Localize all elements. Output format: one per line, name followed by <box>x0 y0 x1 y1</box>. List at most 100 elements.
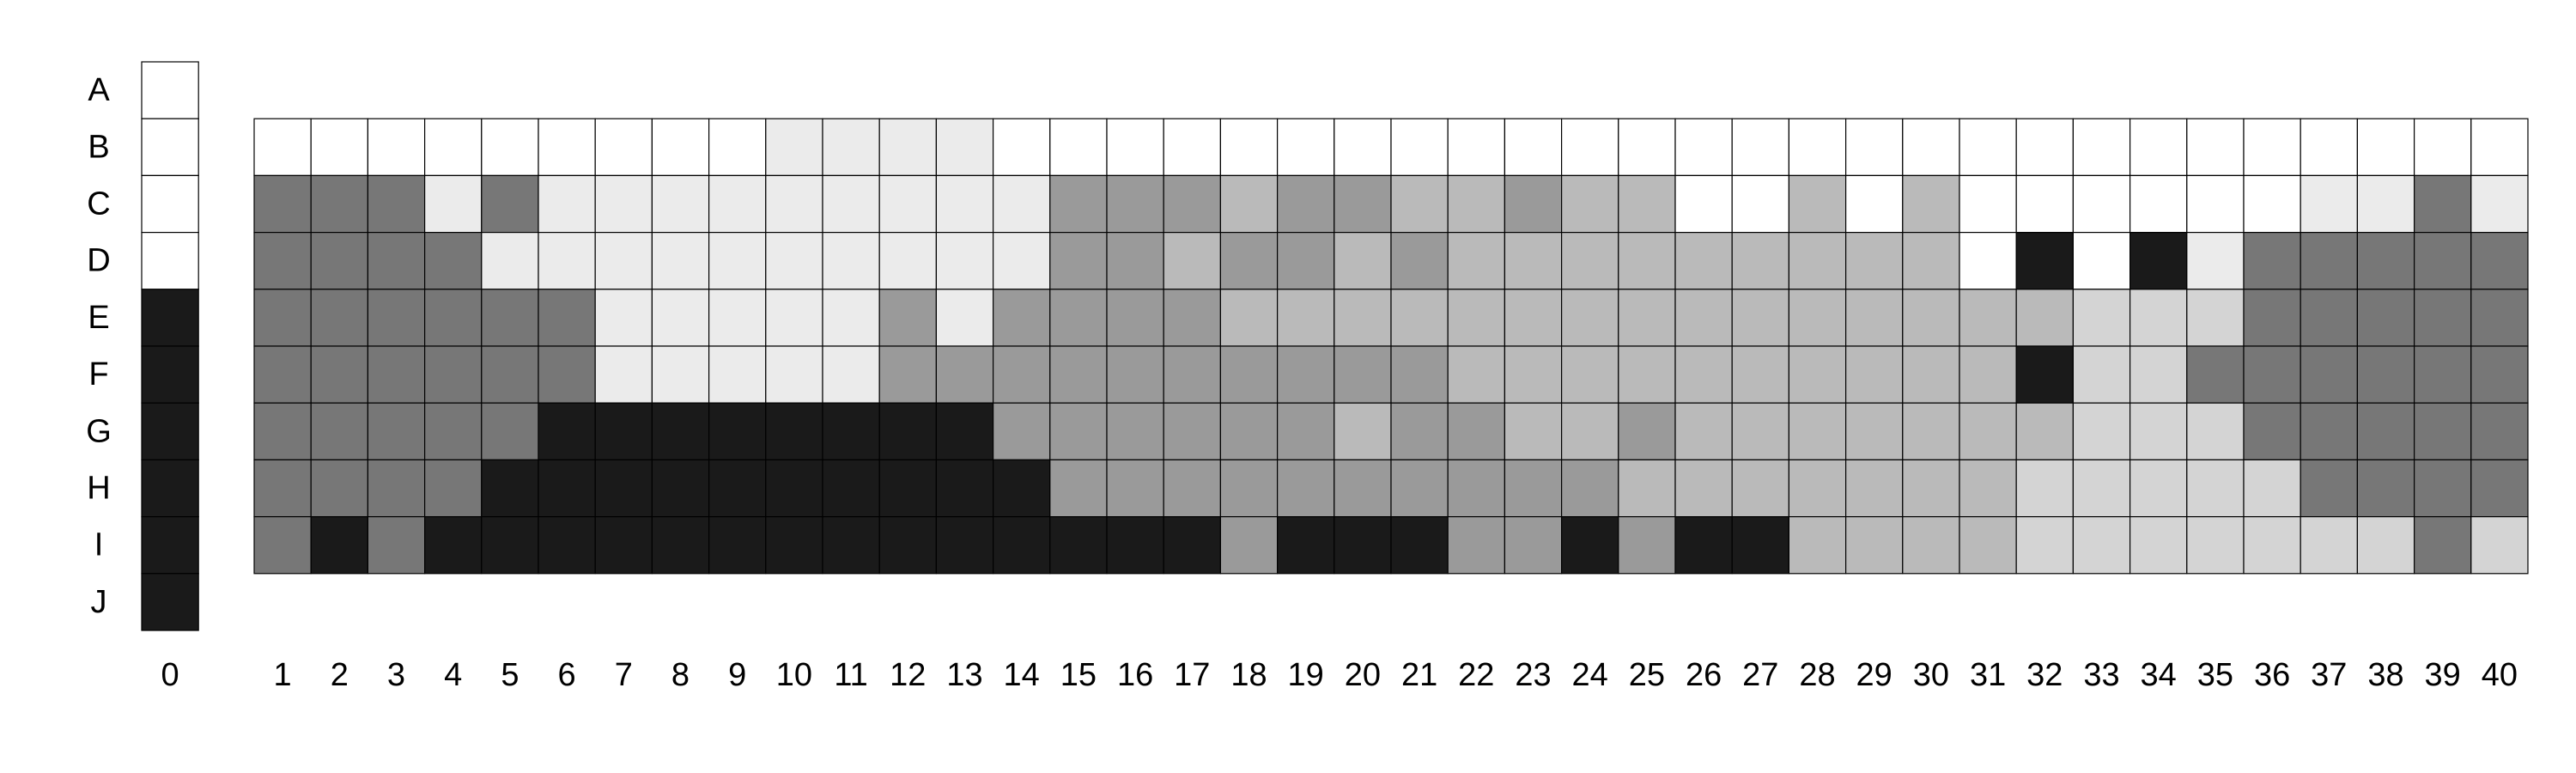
cell-i-18 <box>1219 515 1279 575</box>
cell-c-0 <box>141 174 199 234</box>
row-label-g: G <box>86 413 112 449</box>
cell-b-4 <box>424 118 483 176</box>
cell-h-28 <box>1788 459 1847 518</box>
cell-b-22 <box>1447 118 1505 176</box>
cell-f-0 <box>141 345 199 404</box>
cell-g-27 <box>1731 402 1789 461</box>
cell-g-28 <box>1788 402 1847 461</box>
cell-h-16 <box>1106 459 1164 518</box>
cell-h-34 <box>2129 459 2188 518</box>
cell-d-2 <box>310 232 369 290</box>
cell-j-0 <box>141 573 199 631</box>
col-label-33: 33 <box>2083 657 2119 693</box>
cell-g-10 <box>765 402 823 461</box>
cell-c-28 <box>1788 174 1847 234</box>
cell-i-16 <box>1106 515 1164 575</box>
col-label-12: 12 <box>890 657 926 693</box>
cell-i-31 <box>1959 515 2017 575</box>
cell-g-40 <box>2470 402 2529 461</box>
cell-h-15 <box>1049 459 1108 518</box>
cell-f-31 <box>1959 345 2017 404</box>
cell-c-15 <box>1049 174 1108 234</box>
cell-d-31 <box>1959 232 2017 290</box>
col-label-38: 38 <box>2367 657 2403 693</box>
cell-e-11 <box>822 289 880 347</box>
cell-b-12 <box>878 118 937 176</box>
cell-h-29 <box>1845 459 1904 518</box>
cell-f-8 <box>651 345 710 404</box>
cell-b-34 <box>2129 118 2188 176</box>
cell-d-5 <box>481 232 539 290</box>
cell-c-13 <box>935 174 994 234</box>
cell-g-26 <box>1674 402 1733 461</box>
cell-f-26 <box>1674 345 1733 404</box>
cell-c-26 <box>1674 174 1733 234</box>
cell-e-36 <box>2243 289 2301 347</box>
cell-f-25 <box>1618 345 1676 404</box>
cell-e-34 <box>2129 289 2188 347</box>
cell-i-25 <box>1618 515 1676 575</box>
cell-e-23 <box>1504 289 1563 347</box>
col-label-28: 28 <box>1799 657 1835 693</box>
cell-f-15 <box>1049 345 1108 404</box>
cell-g-31 <box>1959 402 2017 461</box>
cell-g-33 <box>2072 402 2131 461</box>
cell-e-14 <box>992 289 1051 347</box>
cell-d-26 <box>1674 232 1733 290</box>
cell-i-15 <box>1049 515 1108 575</box>
cell-e-35 <box>2186 289 2245 347</box>
cell-h-2 <box>310 459 369 518</box>
cell-i-2 <box>310 515 369 575</box>
cell-d-10 <box>765 232 823 290</box>
col-label-39: 39 <box>2425 657 2461 693</box>
cell-b-5 <box>481 118 539 176</box>
cell-i-22 <box>1447 515 1505 575</box>
cell-g-5 <box>481 402 539 461</box>
cell-g-36 <box>2243 402 2301 461</box>
cell-h-6 <box>538 459 596 518</box>
cell-g-39 <box>2414 402 2472 461</box>
col-label-30: 30 <box>1913 657 1949 693</box>
cell-e-15 <box>1049 289 1108 347</box>
cell-i-8 <box>651 515 710 575</box>
cell-i-26 <box>1674 515 1733 575</box>
cell-h-30 <box>1902 459 1960 518</box>
cell-b-13 <box>935 118 994 176</box>
cell-d-27 <box>1731 232 1789 290</box>
cell-i-37 <box>2300 515 2358 575</box>
cell-d-7 <box>594 232 653 290</box>
cell-c-17 <box>1163 174 1221 234</box>
col-label-31: 31 <box>1970 657 2006 693</box>
cell-b-32 <box>2015 118 2074 176</box>
cell-b-23 <box>1504 118 1563 176</box>
cell-d-14 <box>992 232 1051 290</box>
cell-e-27 <box>1731 289 1789 347</box>
cell-b-1 <box>253 118 312 176</box>
cell-h-9 <box>708 459 767 518</box>
cell-f-14 <box>992 345 1051 404</box>
cell-d-0 <box>141 232 199 290</box>
cell-h-5 <box>481 459 539 518</box>
cell-a-0 <box>141 61 199 119</box>
col-label-40: 40 <box>2482 657 2518 693</box>
cell-e-16 <box>1106 289 1164 347</box>
cell-c-3 <box>367 174 426 234</box>
cell-c-30 <box>1902 174 1960 234</box>
row-label-c: C <box>87 186 110 222</box>
cell-e-38 <box>2356 289 2415 347</box>
cell-i-13 <box>935 515 994 575</box>
cell-b-30 <box>1902 118 1960 176</box>
cell-e-8 <box>651 289 710 347</box>
cell-c-16 <box>1106 174 1164 234</box>
cell-f-37 <box>2300 345 2358 404</box>
cell-i-38 <box>2356 515 2415 575</box>
cell-c-29 <box>1845 174 1904 234</box>
cell-f-10 <box>765 345 823 404</box>
cell-d-4 <box>424 232 483 290</box>
cell-e-39 <box>2414 289 2472 347</box>
col-label-17: 17 <box>1174 657 1210 693</box>
cell-b-33 <box>2072 118 2131 176</box>
col-label-25: 25 <box>1629 657 1665 693</box>
cell-d-25 <box>1618 232 1676 290</box>
col-label-32: 32 <box>2026 657 2063 693</box>
